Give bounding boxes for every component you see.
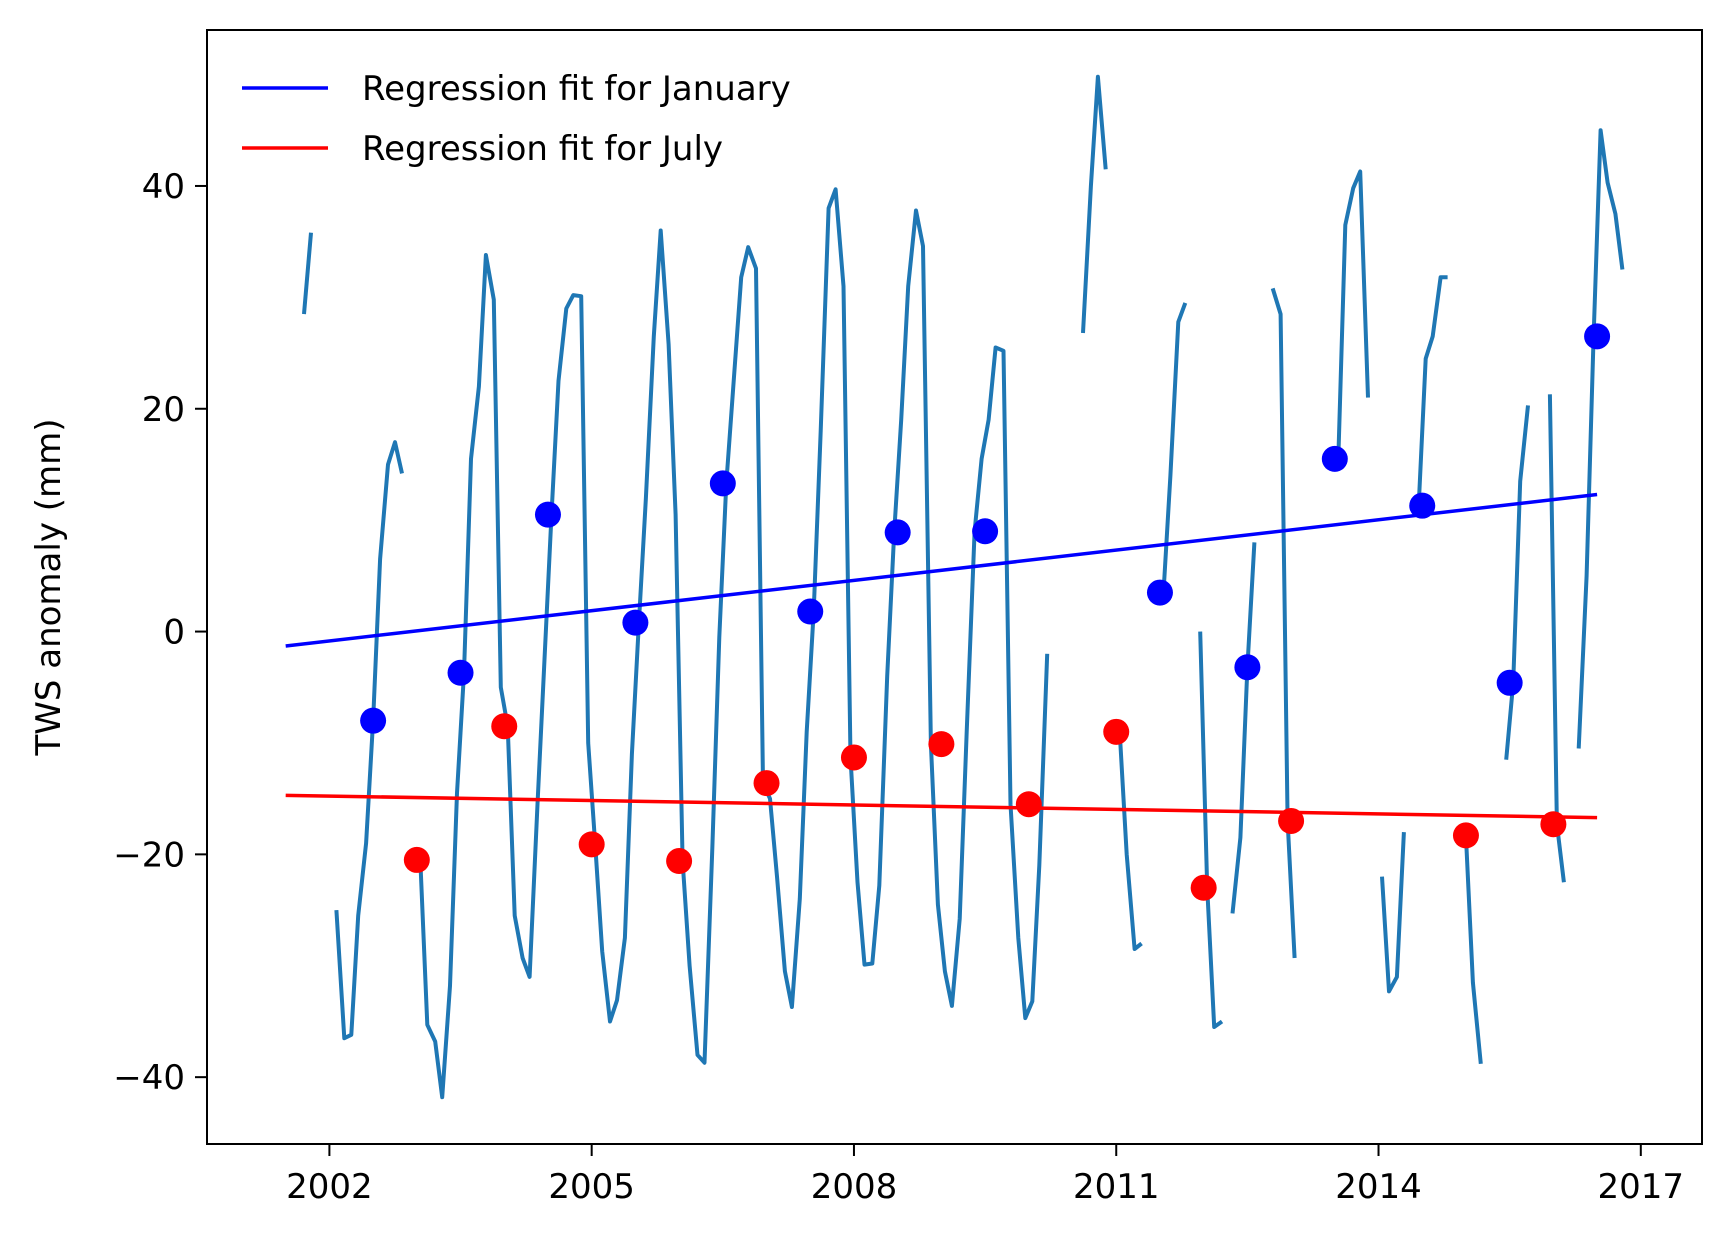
monthly-series-segment	[1117, 731, 1143, 951]
july-point	[403, 846, 430, 873]
y-axis: −40 −20 0 20 40	[113, 167, 207, 1098]
january-point	[1321, 445, 1348, 472]
monthly-series-segment	[1576, 128, 1625, 749]
monthly-series-segment	[1380, 832, 1406, 994]
july-point	[491, 713, 518, 740]
monthly-series-segment	[1198, 631, 1224, 1029]
x-tick-label: 2017	[1598, 1167, 1685, 1207]
legend: Regression fit for January Regression fi…	[242, 69, 791, 169]
x-axis: 2002 2005 2008 2011 2014 2017	[286, 1144, 1684, 1207]
monthly-series-segment	[1230, 542, 1257, 914]
monthly-series-segment	[1416, 275, 1448, 506]
regression-line-january	[285, 492, 1598, 648]
january-point	[622, 609, 649, 636]
july-point	[840, 744, 867, 771]
january-point	[972, 518, 999, 545]
july-point	[928, 731, 955, 758]
x-tick-label: 2005	[548, 1167, 635, 1207]
monthly-series-segment	[1463, 835, 1483, 1064]
x-tick-label: 2002	[286, 1167, 373, 1207]
january-point	[884, 519, 911, 546]
plot-frame	[206, 29, 1703, 1145]
y-tick-label: 0	[163, 613, 185, 653]
january-point	[1496, 669, 1523, 696]
july-point	[1278, 807, 1305, 834]
july-point	[1452, 822, 1479, 849]
january-point	[534, 501, 561, 528]
monthly-series-segment	[1081, 74, 1108, 334]
x-tick-label: 2011	[1073, 1167, 1160, 1207]
monthly-series-segment	[1270, 287, 1297, 959]
july-point	[753, 770, 780, 797]
january-point	[447, 659, 474, 686]
july-point	[1015, 791, 1042, 818]
y-tick-label: −20	[113, 835, 185, 875]
january-point	[1584, 323, 1611, 350]
july-point	[1103, 718, 1130, 745]
x-tick-label: 2014	[1335, 1167, 1422, 1207]
january-point	[797, 598, 824, 625]
monthly-series-segment	[1161, 302, 1188, 593]
january-point	[1409, 492, 1436, 519]
monthly-series-segment	[334, 440, 404, 1041]
y-tick-label: −40	[113, 1058, 185, 1098]
january-point	[1146, 579, 1173, 606]
january-point	[1234, 654, 1261, 681]
y-tick-label: 20	[142, 390, 185, 430]
x-tick-label: 2008	[811, 1167, 898, 1207]
monthly-series-segment	[418, 187, 1050, 1100]
monthly-series-segment	[1504, 405, 1530, 760]
july-point	[666, 848, 693, 875]
regression-line-july	[285, 793, 1598, 820]
legend-label-january: Regression fit for January	[362, 69, 791, 109]
january-point	[360, 707, 387, 734]
july-point	[1190, 874, 1217, 901]
plot-area	[285, 74, 1625, 1100]
january-point	[709, 470, 736, 497]
y-tick-label: 40	[142, 167, 185, 207]
july-point	[578, 831, 605, 858]
july-point	[1540, 811, 1567, 838]
monthly-series-segment	[1336, 169, 1370, 459]
y-axis-title: TWS anomaly (mm)	[29, 418, 69, 756]
monthly-series-segment	[302, 232, 313, 315]
legend-label-july: Regression fit for July	[362, 129, 723, 169]
